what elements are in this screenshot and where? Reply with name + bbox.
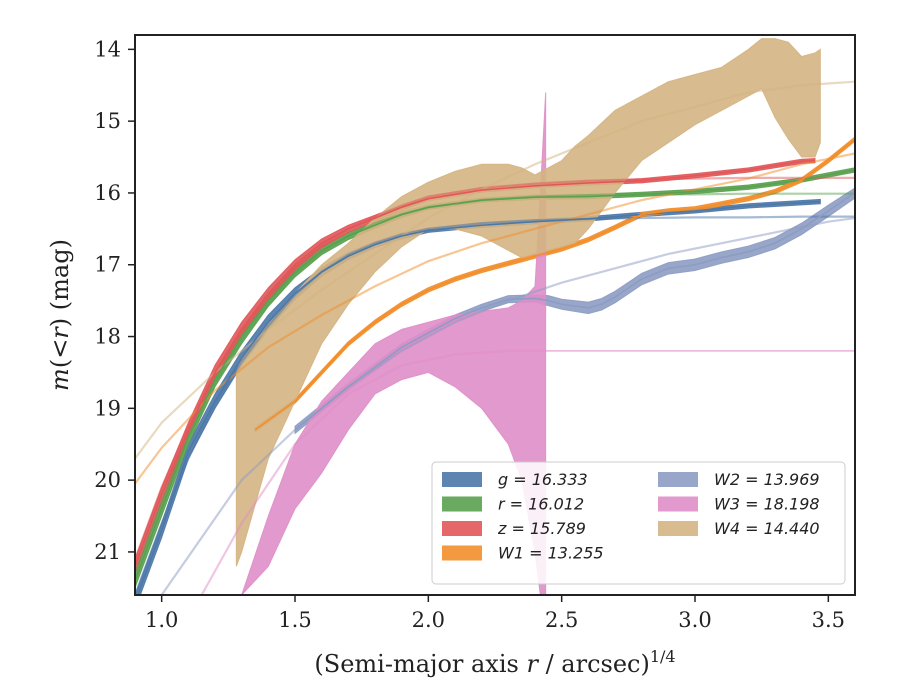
y-tick-label: 18 [94, 325, 121, 349]
series-line-z-15-789 [135, 159, 816, 567]
band-z-15-789-2 [135, 157, 816, 574]
series-line-w2-13-969 [294, 192, 855, 431]
band-w3-18-198-5 [241, 92, 547, 595]
x-tick-label: 3.5 [812, 608, 845, 632]
x-tick-label: 1.0 [145, 608, 178, 632]
x-tick-label: 2.5 [545, 608, 578, 632]
legend-frame [431, 461, 846, 585]
y-tick-label: 19 [94, 396, 121, 420]
y-tick-label: 21 [94, 540, 121, 564]
model-curve-w1-13-255 [135, 152, 855, 485]
x-tick-label: 3.0 [678, 608, 711, 632]
model-curve-w3-18-198 [200, 349, 546, 595]
legend-swatch-w2-13-969 [658, 472, 698, 487]
band-w1-13-255-3 [254, 136, 855, 434]
x-axis-title: (Semi-major axis r / arcsec)1/4 [314, 647, 675, 678]
ticks-layer: 1.0 1.5 2.0 2.5 3.0 3.5 14 15 16 17 18 19 20 21 [94, 37, 845, 632]
y-tick-label: 17 [94, 253, 121, 277]
y-tick-label: 14 [94, 37, 121, 61]
series-line-w1-13-255 [254, 138, 855, 431]
legend-swatch-g-16-333 [442, 472, 482, 487]
y-tick-label: 15 [94, 109, 121, 133]
legend-swatch-w3-18-198 [658, 496, 698, 512]
legend-label-w3-18-198: W3 = 18.198 [714, 495, 820, 514]
legend-label-w2-13-969: W2 = 13.969 [714, 470, 820, 489]
x-tick-label: 2.0 [412, 608, 445, 632]
y-tick-label: 16 [94, 181, 121, 205]
series-line-r-16-012 [135, 169, 855, 581]
plot-frame [134, 34, 856, 596]
legend-label-z-15-789: z = 15.789 [497, 519, 586, 538]
legend-swatch-z-15-789 [442, 521, 482, 536]
model-curve-g-16-333 [135, 215, 855, 595]
legend-swatch-r-16-012 [442, 496, 482, 512]
legend-label-r-16-012: r = 16.012 [498, 495, 584, 514]
legend-swatch-w4-14-440 [658, 521, 698, 536]
legend-label-w1-13-255: W1 = 13.255 [498, 544, 604, 563]
legend-label-w4-14-440: W4 = 14.440 [714, 519, 820, 538]
model-curve-r-16-012 [135, 192, 855, 574]
legend: g = 16.333 r = 16.012 z = 15.789 W1 = 13.25… [431, 461, 846, 585]
legend-swatch-w1-13-255 [442, 545, 482, 561]
y-tick-label: 20 [94, 468, 121, 492]
y-axis-title: m(<r) (mag) [46, 239, 74, 391]
model-curve-w2-13-969 [160, 216, 855, 595]
series-layer [135, 138, 855, 595]
legend-label-g-16-333: g = 16.333 [498, 470, 588, 489]
x-tick-label: 1.5 [278, 608, 311, 632]
